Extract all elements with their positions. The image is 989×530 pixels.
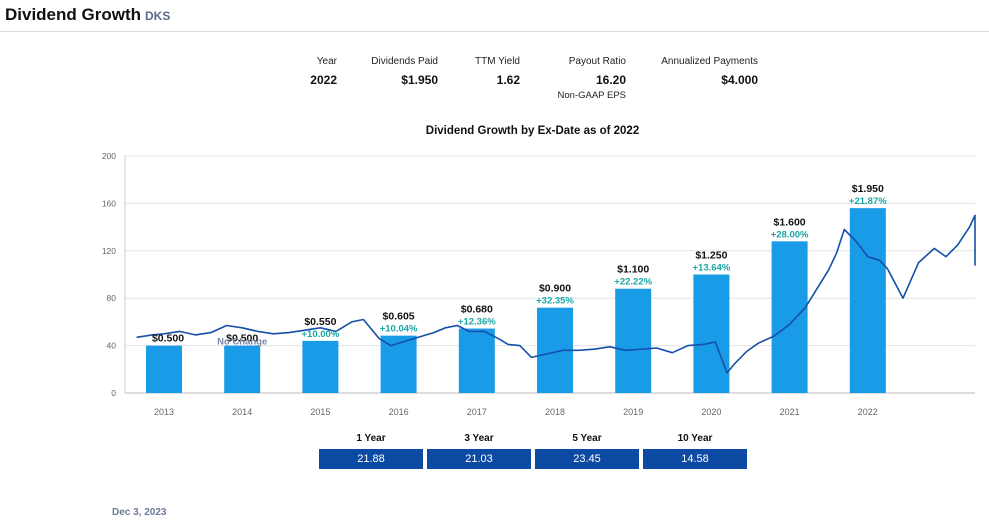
- as-of-date: Dec 3, 2023: [112, 507, 167, 518]
- x-tick-label: 2015: [310, 407, 330, 417]
- growth-header-10y: 10 Year: [677, 433, 713, 444]
- x-tick-label: 2019: [623, 407, 643, 417]
- y-tick-label: 40: [107, 341, 117, 351]
- growth-header-1y: 1 Year: [356, 433, 386, 444]
- chart-title: Dividend Growth by Ex-Date as of 2022: [425, 125, 640, 137]
- y-tick-label: 200: [102, 151, 116, 161]
- bar-value-label: $1.250: [695, 250, 727, 262]
- growth-header-3y: 3 Year: [464, 433, 494, 444]
- growth-pct-label: +10.00%: [302, 329, 340, 340]
- growth-value-3y: 21.03: [427, 449, 531, 469]
- page-title: Dividend Growth DKS: [5, 5, 171, 24]
- dividend-bar: [380, 335, 417, 393]
- ticker-symbol[interactable]: DKS: [145, 9, 171, 23]
- x-tick-label: 2022: [858, 407, 878, 417]
- x-tick-label: 2018: [545, 407, 565, 417]
- growth-header-5y: 5 Year: [572, 433, 602, 444]
- growth-pct-label: +22.22%: [614, 277, 652, 288]
- stat-dividends-paid: Dividends Paid $1.950: [371, 56, 438, 87]
- bar-value-label: $0.605: [383, 311, 415, 323]
- growth-pct-label: +32.35%: [536, 296, 574, 307]
- stat-ttm-yield: TTM Yield 1.62: [474, 56, 520, 87]
- growth-value-5y: 23.45: [535, 449, 639, 469]
- x-tick-label: 2021: [780, 407, 800, 417]
- growth-pct-label: +12.36%: [458, 317, 496, 328]
- growth-value-1y: 21.88: [319, 449, 423, 469]
- stat-annualized-payments: Annualized Payments $4.000: [661, 56, 758, 87]
- bar-value-label: $0.500: [152, 333, 184, 345]
- bar-value-label: $1.950: [852, 183, 884, 195]
- dividend-bar: [771, 241, 808, 393]
- x-tick-label: 2017: [467, 407, 487, 417]
- dividend-bar: [224, 345, 261, 393]
- growth-pct-label: No Change: [217, 337, 267, 348]
- bar-value-label: $0.900: [539, 283, 571, 295]
- growth-pct-label: +13.64%: [693, 263, 731, 274]
- dividend-bar: [458, 328, 495, 393]
- y-tick-label: 160: [102, 198, 116, 208]
- dividend-bar: [302, 340, 339, 393]
- dividend-bar: [693, 274, 730, 393]
- growth-pct-label: +10.04%: [380, 324, 418, 335]
- growth-pct-label: +21.87%: [849, 196, 887, 207]
- dividend-bar: [615, 288, 652, 393]
- bar-value-label: $1.100: [617, 264, 649, 276]
- price-line: [136, 214, 976, 374]
- page-header: Dividend Growth DKS: [0, 0, 989, 32]
- y-tick-label: 80: [107, 293, 117, 303]
- stat-payout-ratio: Payout Ratio 16.20 Non-GAAP EPS: [557, 56, 626, 101]
- bar-value-label: $0.680: [461, 304, 493, 316]
- bar-value-label: $1.600: [774, 216, 806, 228]
- x-tick-label: 2020: [701, 407, 721, 417]
- growth-value-10y: 14.58: [643, 449, 747, 469]
- x-tick-label: 2013: [154, 407, 174, 417]
- dividend-bar: [146, 345, 182, 393]
- x-tick-label: 2014: [232, 407, 252, 417]
- stat-year: Year 2022: [310, 56, 337, 87]
- y-tick-label: 120: [102, 246, 116, 256]
- dividend-bar: [849, 208, 886, 393]
- x-tick-label: 2016: [389, 407, 409, 417]
- y-tick-label: 0: [111, 388, 116, 398]
- bar-value-label: $0.550: [304, 316, 336, 328]
- bar-value-label: $0.500: [226, 333, 258, 345]
- growth-pct-label: +28.00%: [771, 229, 809, 240]
